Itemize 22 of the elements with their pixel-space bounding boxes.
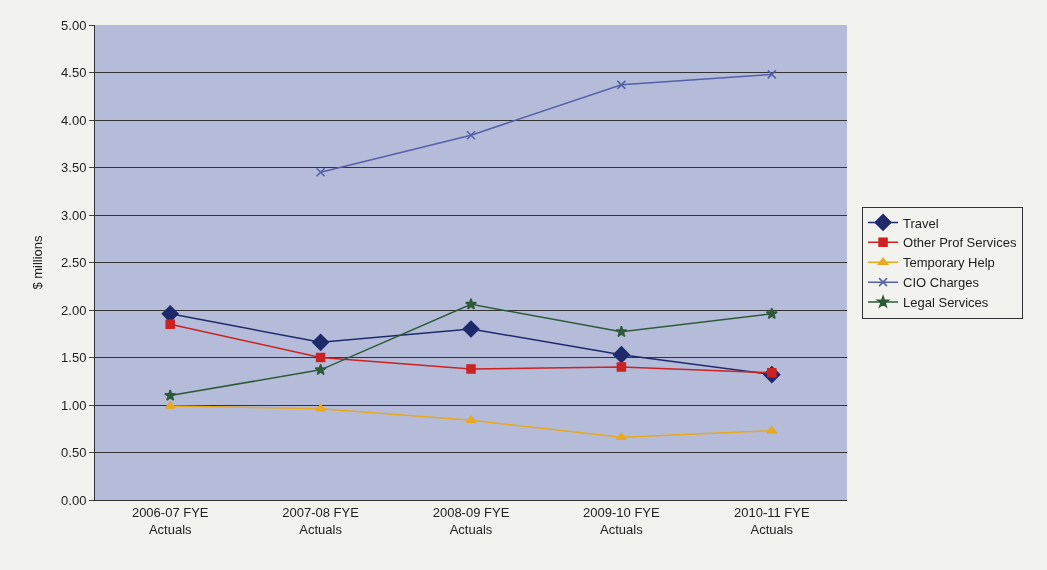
y-tick-label: 3.00 <box>61 207 87 223</box>
legend-label: Temporary Help <box>903 255 995 271</box>
y-tick-label: 2.00 <box>61 302 87 318</box>
y-tick-label: 3.50 <box>61 160 87 176</box>
x-tick-label: 2009-10 FYE Actuals <box>583 504 661 537</box>
legend-label: Other Prof Services <box>903 235 1017 251</box>
y-tick-label: 0.00 <box>61 492 87 508</box>
legend-label: Travel <box>903 215 939 231</box>
y-tick-label: 1.50 <box>61 350 87 366</box>
y-tick-label: 4.50 <box>61 65 87 81</box>
y-tick-label: 4.00 <box>61 112 87 128</box>
y-tick-label: 5.00 <box>61 17 87 33</box>
y-axis-title: $ millions <box>30 234 46 290</box>
y-tick-label: 0.50 <box>61 445 87 461</box>
x-tick-label: 2008-09 FYE Actuals <box>432 504 510 537</box>
y-tick-label: 2.50 <box>61 255 87 271</box>
legend-label: CIO Charges <box>903 275 980 291</box>
x-tick-label: 2010-11 FYE Actuals <box>733 504 810 537</box>
x-tick-label: 2006-07 FYE Actuals <box>131 504 209 537</box>
y-tick-label: 1.00 <box>61 397 87 413</box>
x-tick-label: 2007-08 FYE Actuals <box>282 504 360 537</box>
legend-label: Legal Services <box>903 295 989 311</box>
